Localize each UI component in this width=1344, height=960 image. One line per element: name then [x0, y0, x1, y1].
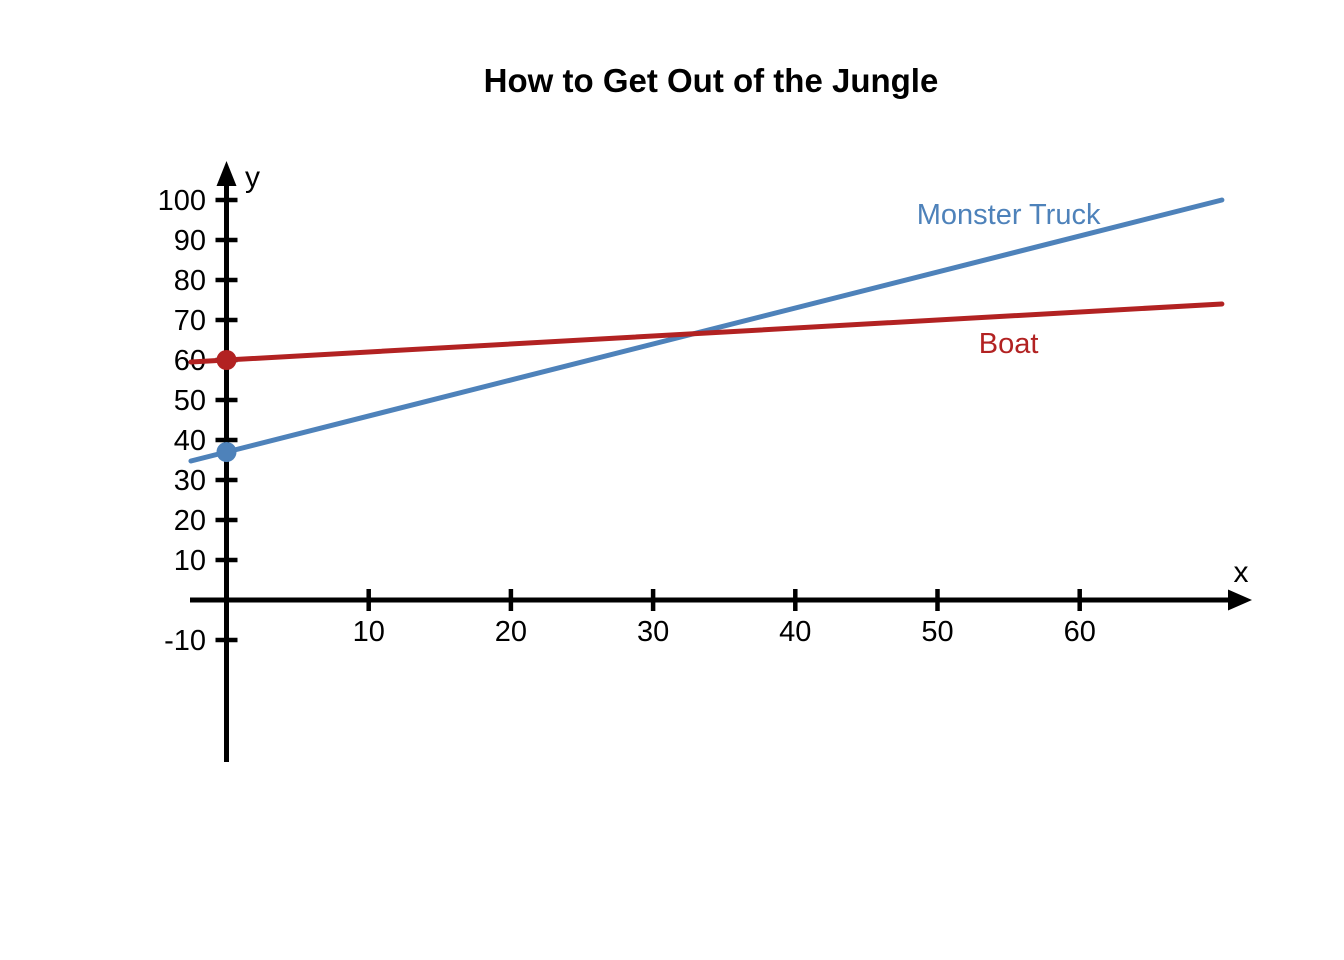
x-axis-arrowhead: [1228, 589, 1252, 611]
x-tick-label: 10: [353, 616, 385, 648]
series-intercept-dot-boat: [216, 350, 237, 370]
y-tick-label: 90: [174, 225, 206, 257]
y-tick-label: 40: [174, 425, 206, 457]
x-tick-label: 60: [1064, 616, 1096, 648]
y-axis-arrowhead: [216, 161, 237, 186]
x-tick-label: 50: [921, 616, 953, 648]
x-tick-label: 40: [779, 616, 811, 648]
chart-title: How to Get Out of the Jungle: [483, 62, 939, 99]
y-tick-label: 100: [158, 185, 206, 217]
y-tick-label: 80: [174, 265, 206, 297]
x-tick-label: 30: [637, 616, 669, 648]
y-axis-label: y: [245, 161, 260, 194]
y-tick-label: 10: [174, 545, 206, 577]
y-tick-label: 30: [174, 465, 206, 497]
y-tick-label: -10: [164, 625, 206, 657]
series-line-boat: [188, 301, 1225, 365]
series-label-monster-truck: Monster Truck: [917, 199, 1101, 231]
y-tick-label: 70: [174, 305, 206, 337]
x-tick-label: 20: [495, 616, 527, 648]
x-axis-label: x: [1234, 556, 1249, 589]
series-intercept-dot-monster-truck: [216, 442, 237, 462]
y-tick-label: 20: [174, 505, 206, 537]
series-label-boat: Boat: [979, 328, 1039, 360]
y-tick-label: 50: [174, 385, 206, 417]
